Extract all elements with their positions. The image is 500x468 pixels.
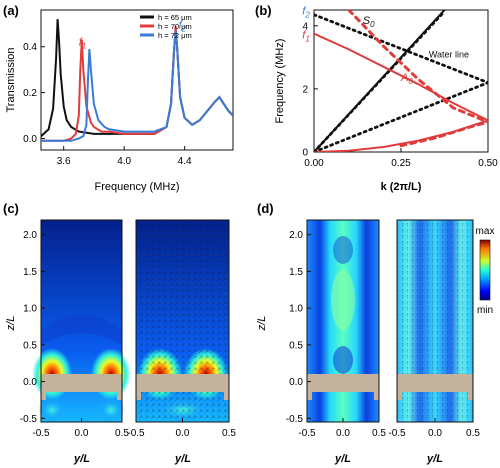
series-line <box>314 32 488 122</box>
y-tick-label: 0.2 <box>23 88 37 99</box>
y-tick-label: 0.0 <box>23 377 37 388</box>
colorbar-gradient <box>479 239 491 301</box>
y-tick-label: 1.0 <box>23 304 37 315</box>
plate-cross-section <box>41 374 122 392</box>
x-axis-label: y/L <box>174 453 191 465</box>
x-tick-label: 0.5 <box>372 428 386 439</box>
y-tick-label: -0.5 <box>20 414 38 425</box>
x-tick-label: -0.5 <box>32 428 50 439</box>
plot-frame <box>313 9 489 153</box>
y-tick-label: 0 <box>302 148 308 159</box>
x-tick-label: -0.5 <box>127 428 145 439</box>
legend-label: h = 70 μm <box>158 22 192 31</box>
plate-cross-section <box>136 374 229 392</box>
x-tick-label: -0.5 <box>298 428 316 439</box>
legend-label: h = 72 μm <box>158 31 192 40</box>
colorbar-min-label: min <box>477 305 493 316</box>
panel-label-a: (a) <box>3 3 19 18</box>
x-tick-label: 0.0 <box>428 428 442 439</box>
x-axis-label: y/L <box>73 453 90 465</box>
x-tick-label: 0.5 <box>466 428 480 439</box>
hotspot <box>333 236 353 264</box>
hotspot <box>97 398 125 422</box>
annotation: f2 <box>179 19 187 33</box>
x-axis-label: Frequency (MHz) <box>95 181 180 193</box>
dispersion-chart: 0.00 0.25 0.50 0 2 4 k (2π/L) Frequency (MHz)… <box>274 6 498 193</box>
y-tick-label: 0.5 <box>289 340 303 351</box>
x-tick-label: 0.0 <box>336 428 350 439</box>
y-tick-label: 2.0 <box>23 230 37 241</box>
y-tick-label: 2.0 <box>289 230 303 241</box>
heatmap-d-right <box>396 219 474 423</box>
x-tick-label: 0.0 <box>176 428 190 439</box>
y-tick-label: 0.5 <box>23 340 37 351</box>
x-tick-label: 4.4 <box>178 156 192 167</box>
hotspot <box>38 398 66 422</box>
heatmap-c-left <box>32 219 131 423</box>
plate-cross-section <box>307 374 379 392</box>
x-tick-label: 0.50 <box>478 158 498 169</box>
series-line <box>399 120 488 148</box>
y-tick-label: 0.0 <box>23 134 37 145</box>
annotation: A0 <box>400 72 413 86</box>
heatmap-d-left <box>306 219 380 423</box>
series-line <box>314 11 445 152</box>
annotation: S0 <box>363 15 375 29</box>
x-tick-label: 0.25 <box>391 158 411 169</box>
y-tick-label: 2 <box>302 84 308 95</box>
x-tick-label: 0.00 <box>304 158 324 169</box>
plot-frame <box>40 9 234 151</box>
x-tick-label: 4.0 <box>117 156 131 167</box>
y-tick-label: 0.0 <box>289 377 303 388</box>
y-axis-label: Transmission <box>5 48 17 113</box>
field-map-c: -0.50.00.51.01.52.0-0.5 0.0 0.5-0.5 0.0 0.5 … <box>5 219 236 465</box>
x-tick-label: 3.6 <box>57 156 71 167</box>
y-tick-label: 1.5 <box>289 267 303 278</box>
y-axis-label: z/L <box>5 316 17 332</box>
colorbar: max min <box>476 226 495 316</box>
hotspot <box>333 346 353 374</box>
y-tick-label: 1.5 <box>23 267 37 278</box>
panel-label-c: (c) <box>3 201 19 216</box>
panel-label-d: (d) <box>257 201 274 216</box>
x-axis-label: y/L <box>426 453 443 465</box>
panel-label-b: (b) <box>255 3 272 18</box>
x-axis-label: k (2π/L) <box>381 181 422 193</box>
x-tick-label: 0.5 <box>222 428 236 439</box>
annotation: f1 <box>302 29 310 43</box>
colorbar-max-label: max <box>476 226 495 237</box>
heatmap-c-right <box>135 219 230 423</box>
series-line <box>41 30 233 142</box>
y-tick-label: -0.5 <box>286 414 304 425</box>
annotation: f2 <box>302 6 310 20</box>
y-axis-label: z/L <box>256 316 268 332</box>
plate-cross-section <box>397 374 473 392</box>
hotspot <box>331 270 355 330</box>
x-axis-label: y/L <box>334 453 351 465</box>
annotation: Water line <box>429 49 469 59</box>
y-tick-label: 4 <box>302 21 308 32</box>
field-map-d: -0.50.00.51.01.52.0-0.5 0.0 0.5 -0.5 0.0 0.5 … <box>256 219 495 465</box>
y-tick-label: 1.0 <box>289 304 303 315</box>
y-tick-label: 0.4 <box>23 42 37 53</box>
annotation: f1 <box>79 37 87 51</box>
series-line <box>347 10 488 124</box>
series-line <box>314 13 488 84</box>
x-tick-label: 0.5 <box>115 428 129 439</box>
transmission-chart: 3.6 4.0 4.4 0.0 0.2 0.4 Frequency (MHz) Trans… <box>5 9 234 193</box>
x-tick-label: -0.5 <box>388 428 406 439</box>
x-tick-label: 0.0 <box>75 428 89 439</box>
y-axis-label: Frequency (MHz) <box>274 39 286 124</box>
legend-label: h = 65 μm <box>158 13 192 22</box>
legend: h = 65 μmh = 70 μmh = 72 μm <box>140 13 192 40</box>
series-line <box>314 81 488 152</box>
